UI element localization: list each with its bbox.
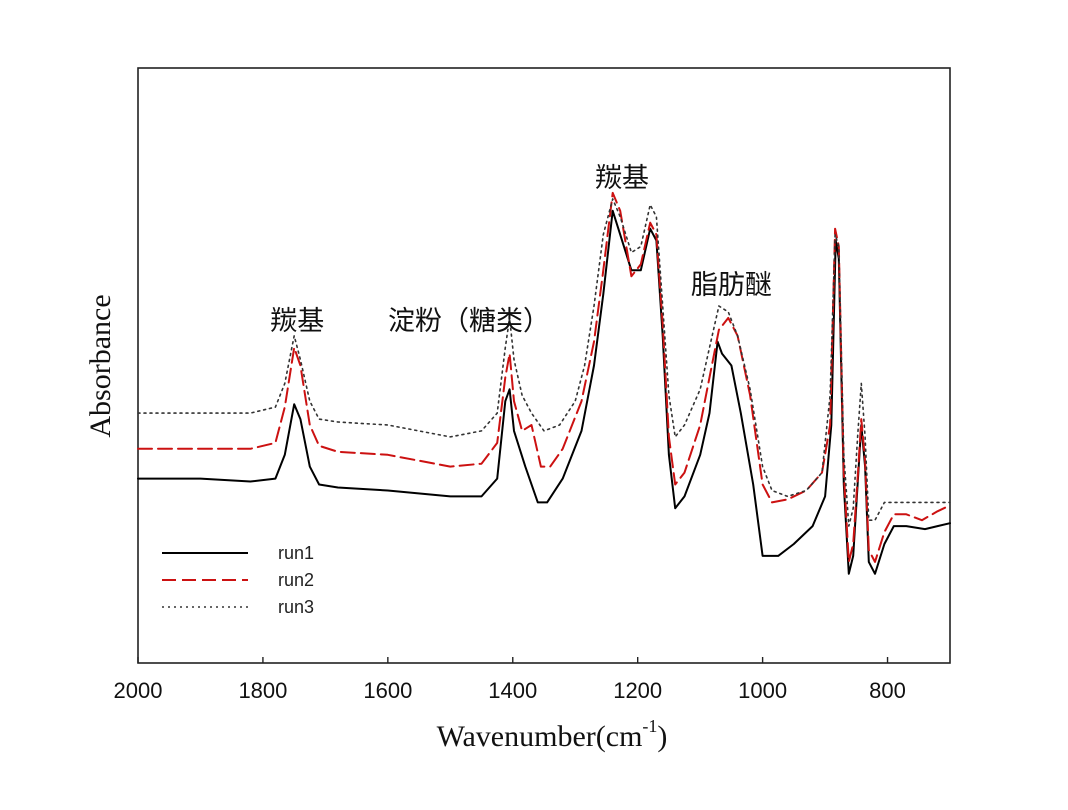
x-tick-label: 1800 xyxy=(238,678,287,703)
x-tick-label: 2000 xyxy=(114,678,163,703)
x-tick-label: 1200 xyxy=(613,678,662,703)
series-line-run3 xyxy=(137,198,951,527)
series-layer xyxy=(137,191,951,575)
plot-area-frame xyxy=(137,67,951,664)
peak-annotation: 羰基 xyxy=(270,306,324,337)
legend-label-run2: run2 xyxy=(278,570,314,590)
x-axis-ticks: 2000 1800 1600 1400 1200 1000 800 xyxy=(114,657,906,703)
legend: run1 run2 run3 xyxy=(162,543,314,617)
x-axis-title: Wavenumber(cm-1) xyxy=(437,716,668,753)
x-tick-label: 1400 xyxy=(488,678,537,703)
x-axis-title-superscript: -1 xyxy=(642,716,657,736)
x-tick-label: 1600 xyxy=(363,678,412,703)
peak-annotation: 羰基 xyxy=(595,163,649,194)
legend-label-run1: run1 xyxy=(278,543,314,563)
x-axis-title-main: Wavenumber(cm xyxy=(437,720,643,753)
x-tick-label: 800 xyxy=(869,678,906,703)
x-tick-label: 1000 xyxy=(738,678,787,703)
peak-annotation: 淀粉（糖类） xyxy=(388,306,550,337)
legend-label-run3: run3 xyxy=(278,597,314,617)
peak-annotation: 脂肪醚 xyxy=(691,270,772,301)
y-axis-title: Absorbance xyxy=(84,294,117,437)
x-axis-title-close: ) xyxy=(657,720,667,753)
series-line-run2 xyxy=(137,191,951,563)
